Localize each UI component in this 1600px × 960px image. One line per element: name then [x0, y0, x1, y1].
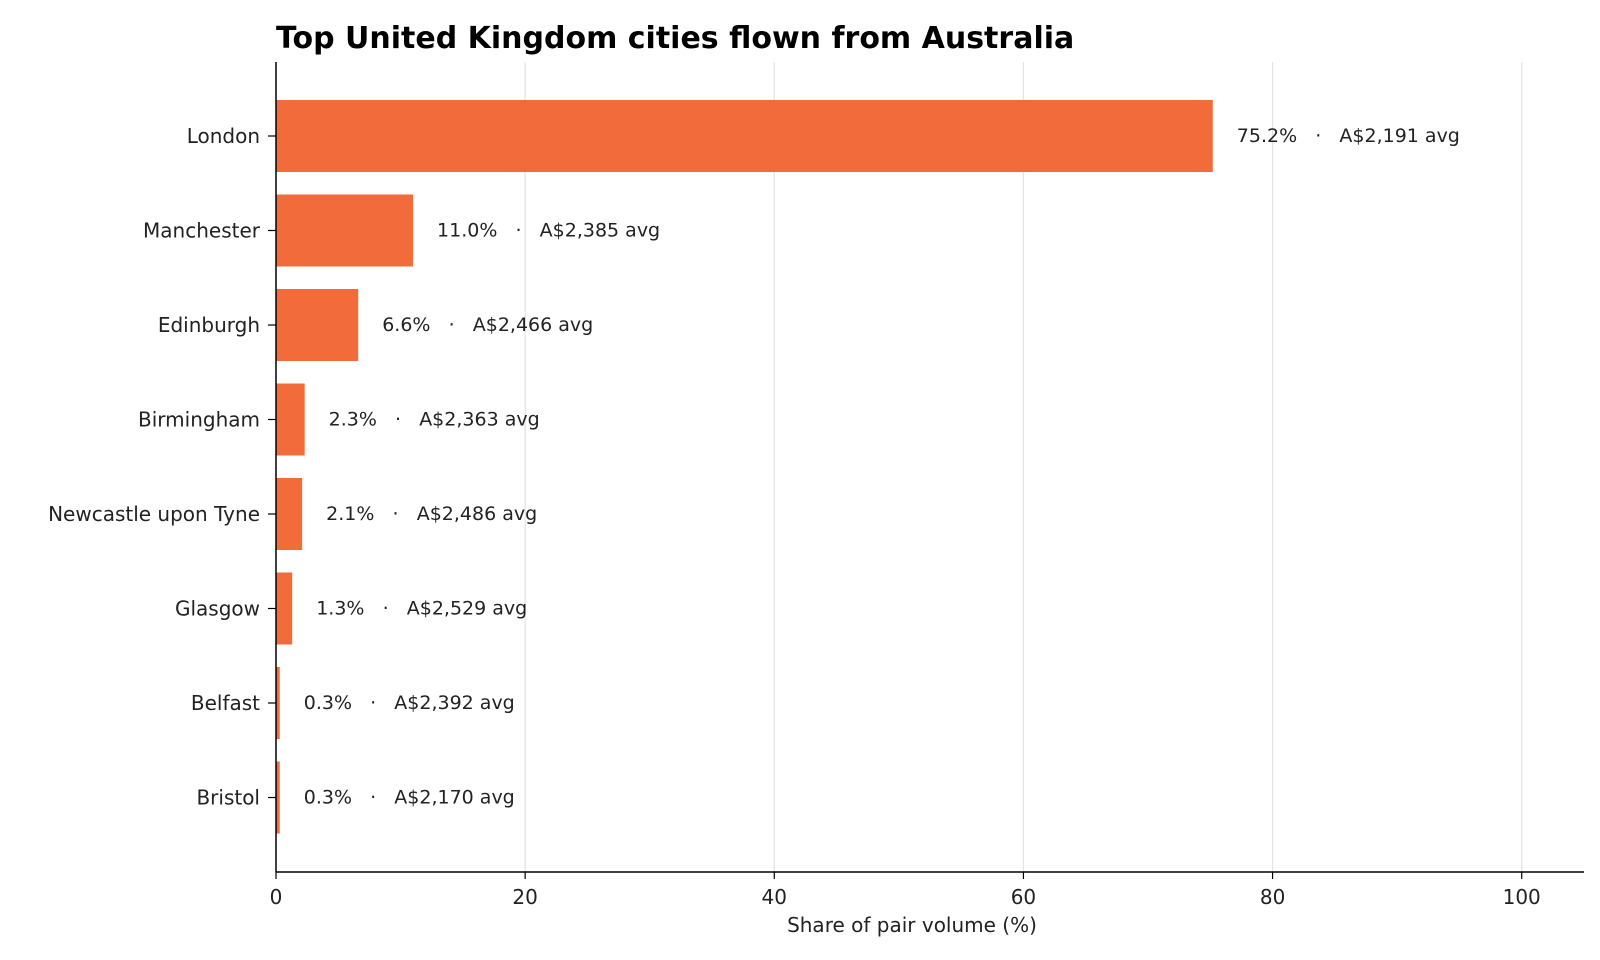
bar-bristol [276, 761, 280, 834]
bar-manchester [276, 194, 414, 267]
x-tick-label-80: 80 [1260, 885, 1285, 909]
bar-london [276, 100, 1213, 172]
data-label-birmingham: 2.3% · A$2,363 avg [329, 409, 540, 431]
category-label-london: London [187, 124, 260, 148]
bar-newcastle-upon-tyne [276, 478, 303, 550]
bar-edinburgh [276, 289, 359, 361]
bars [276, 100, 1213, 834]
data-label-belfast: 0.3% · A$2,392 avg [304, 692, 515, 714]
category-label-newcastle-upon-tyne: Newcastle upon Tyne [48, 502, 260, 526]
bar-birmingham [276, 383, 305, 456]
x-tick-label-20: 20 [512, 885, 537, 909]
category-label-glasgow: Glasgow [175, 597, 260, 621]
x-tick-label-40: 40 [762, 885, 787, 909]
category-label-birmingham: Birmingham [138, 408, 260, 432]
bar-glasgow [276, 572, 293, 645]
category-label-manchester: Manchester [143, 219, 261, 243]
bar-belfast [276, 667, 280, 739]
data-label-edinburgh: 6.6% · A$2,466 avg [382, 314, 593, 336]
chart-title: Top United Kingdom cities flown from Aus… [276, 21, 1074, 56]
data-label-bristol: 0.3% · A$2,170 avg [304, 787, 515, 809]
category-label-edinburgh: Edinburgh [158, 313, 260, 337]
x-tick-label-100: 100 [1503, 885, 1541, 909]
data-label-glasgow: 1.3% · A$2,529 avg [316, 598, 527, 620]
data-label-newcastle-upon-tyne: 2.1% · A$2,486 avg [326, 503, 537, 525]
x-tick-label-0: 0 [270, 885, 283, 909]
data-label-manchester: 11.0% · A$2,385 avg [437, 220, 660, 242]
category-label-belfast: Belfast [191, 691, 260, 715]
category-label-bristol: Bristol [196, 786, 260, 810]
x-axis-title: Share of pair volume (%) [787, 913, 1037, 937]
data-label-london: 75.2% · A$2,191 avg [1237, 125, 1460, 147]
gridlines [524, 62, 1523, 872]
labels: London 75.2% · A$2,191 avg Manchester 11.0%… [48, 124, 1541, 909]
axes [268, 62, 1584, 879]
x-tick-label-60: 60 [1011, 885, 1036, 909]
